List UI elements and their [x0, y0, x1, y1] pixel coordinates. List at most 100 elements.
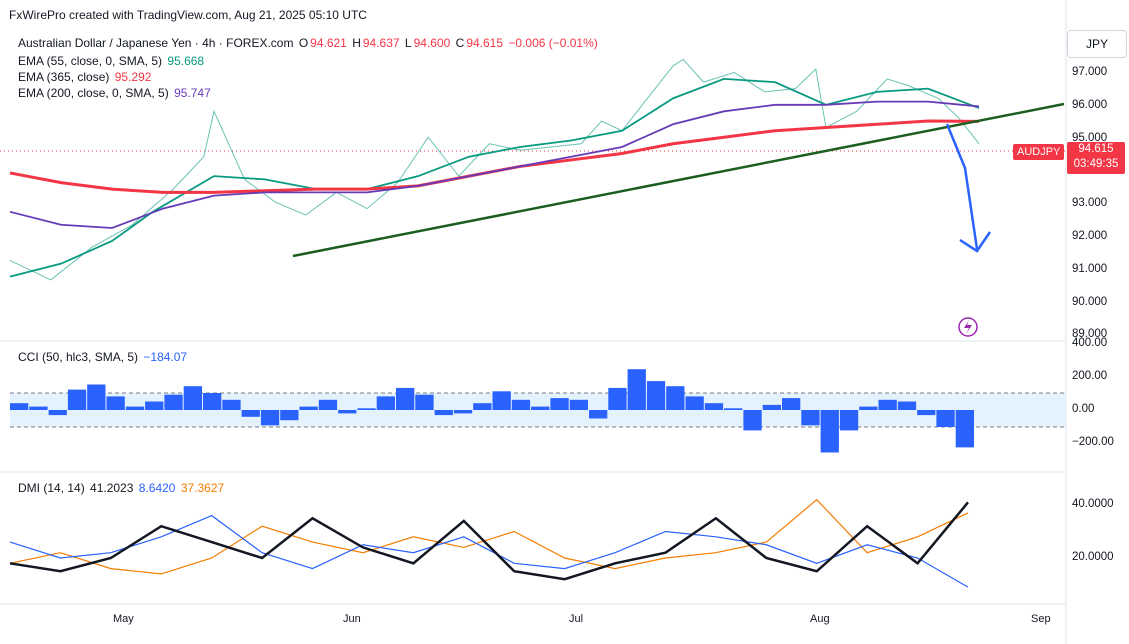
cci-legend: CCI (50, hlc3, SMA, 5) −184.07 [18, 350, 189, 364]
dmi-legend: DMI (14, 14) 41.2023 8.6420 37.3627 [18, 481, 226, 495]
symbol-tag: AUDJPY [1013, 144, 1065, 160]
cci-bar [589, 410, 608, 419]
cci-bar [897, 401, 917, 410]
currency-button[interactable]: JPY [1067, 30, 1127, 58]
cci-band [10, 393, 1066, 427]
price-tick: 92.000 [1072, 230, 1108, 242]
dmi-label: DMI (14, 14) [18, 481, 85, 495]
cci-bar [511, 399, 531, 410]
cci-bar [608, 387, 627, 410]
c-label: C [455, 36, 465, 50]
price-tick: 96.000 [1072, 99, 1108, 111]
ema200-label: EMA (200, close, 0, SMA, 5) [18, 86, 169, 100]
dmi-line-plus_di [9, 514, 969, 588]
cci-bar [241, 410, 260, 417]
cci-tick: −200.00 [1072, 436, 1114, 448]
cci-bar [125, 406, 145, 410]
time-tick: Jul [569, 613, 584, 625]
cci-bar [550, 398, 569, 410]
cci-bar [203, 393, 222, 410]
cci-bar [955, 410, 974, 448]
ema365-label: EMA (365, close) [18, 70, 110, 84]
cci-bar [762, 404, 781, 410]
cci-bar [878, 399, 897, 410]
o-value: 94.621 [310, 36, 347, 50]
series-line-2 [9, 119, 980, 194]
dmi-line-minus_di [9, 498, 969, 575]
cci-histogram [10, 369, 974, 453]
cci-bar [48, 410, 67, 416]
cci-bar [859, 406, 878, 410]
cci-bar [29, 406, 48, 410]
price-tick: 89.000 [1072, 328, 1108, 340]
cci-bar [704, 403, 724, 410]
cci-bar [453, 410, 473, 414]
header-credit: FxWirePro created with TradingView.com, … [9, 8, 367, 22]
cci-bar [743, 410, 762, 431]
price-tick: 91.000 [1072, 263, 1108, 275]
h-value: 94.637 [362, 36, 400, 50]
cci-bar [67, 389, 87, 410]
series-line-3 [9, 100, 980, 229]
cci-bar [338, 410, 357, 414]
cci-bar [280, 410, 299, 421]
cci-bar [376, 396, 395, 410]
cci-bar [183, 386, 202, 410]
h-label: H [352, 36, 361, 50]
price-tick: 90.000 [1072, 296, 1108, 308]
support-trendline [292, 102, 1065, 258]
o-label: O [298, 36, 309, 50]
price-tick: 93.000 [1072, 197, 1108, 209]
cci-bar [627, 369, 646, 410]
time-tick: Sep [1031, 613, 1051, 625]
time-tick: Jun [343, 613, 361, 625]
countdown: 03:49:35 [1073, 158, 1119, 170]
cci-bar [646, 381, 666, 410]
ema55-label: EMA (55, close, 0, SMA, 5) [18, 54, 163, 68]
price-tick: 97.000 [1072, 66, 1108, 78]
cci-bar [357, 408, 376, 410]
series-line-1 [9, 77, 980, 278]
cci-bar [917, 410, 936, 416]
cci-bar [782, 398, 801, 410]
cci-bar [569, 399, 588, 410]
dmi-minus: 37.3627 [180, 481, 225, 495]
main-legend: Australian Dollar / Japanese Yen · 4h · … [18, 36, 600, 50]
ema200-value: 95.747 [174, 86, 211, 100]
cci-bar [434, 410, 453, 416]
cci-bar [801, 410, 820, 426]
ema365-legend: EMA (365, close) 95.292 [18, 70, 153, 84]
ema200-legend: EMA (200, close, 0, SMA, 5) 95.747 [18, 86, 213, 100]
cci-bar [531, 406, 550, 410]
cci-bar [415, 394, 434, 410]
time-tick: Aug [810, 613, 830, 625]
forecast-arrow [945, 123, 979, 250]
cci-bar [473, 403, 492, 410]
flash-icon-bolt [964, 320, 972, 334]
instrument-label: Australian Dollar / Japanese Yen · 4h · … [18, 36, 294, 50]
cci-bar [318, 399, 338, 410]
l-label: L [404, 36, 412, 50]
cci-bar [106, 396, 125, 410]
last-price-tag: 94.615 03:49:35 [1067, 142, 1125, 174]
cci-value: −184.07 [143, 350, 188, 364]
flash-icon [958, 317, 978, 337]
cci-bar [724, 408, 743, 410]
ema55-legend: EMA (55, close, 0, SMA, 5) 95.668 [18, 54, 206, 68]
cci-bar [685, 396, 704, 410]
cci-label: CCI (50, hlc3, SMA, 5) [18, 350, 139, 364]
cci-bar [299, 406, 318, 410]
price-tick: 95.000 [1072, 132, 1108, 144]
time-tick: May [113, 613, 134, 625]
dmi-plus: 8.6420 [138, 481, 176, 495]
last-price: 94.615 [1078, 143, 1114, 155]
cci-bar [222, 399, 241, 410]
cci-bar [936, 410, 955, 427]
cci-bar [820, 410, 839, 453]
cci-bar [145, 401, 164, 410]
cci-bar [10, 403, 29, 410]
l-value: 94.600 [413, 36, 451, 50]
cci-bar [492, 391, 511, 410]
c-value: 94.615 [466, 36, 504, 50]
ema55-value: 95.668 [167, 54, 205, 68]
